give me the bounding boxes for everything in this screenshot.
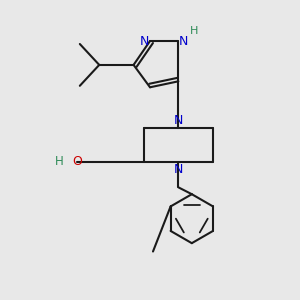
Text: O: O [72, 155, 82, 168]
Text: H: H [55, 155, 63, 168]
Text: N: N [174, 163, 183, 176]
Text: N: N [140, 34, 149, 47]
Text: N: N [179, 34, 188, 47]
Text: H: H [190, 26, 198, 37]
Text: N: N [174, 114, 183, 127]
